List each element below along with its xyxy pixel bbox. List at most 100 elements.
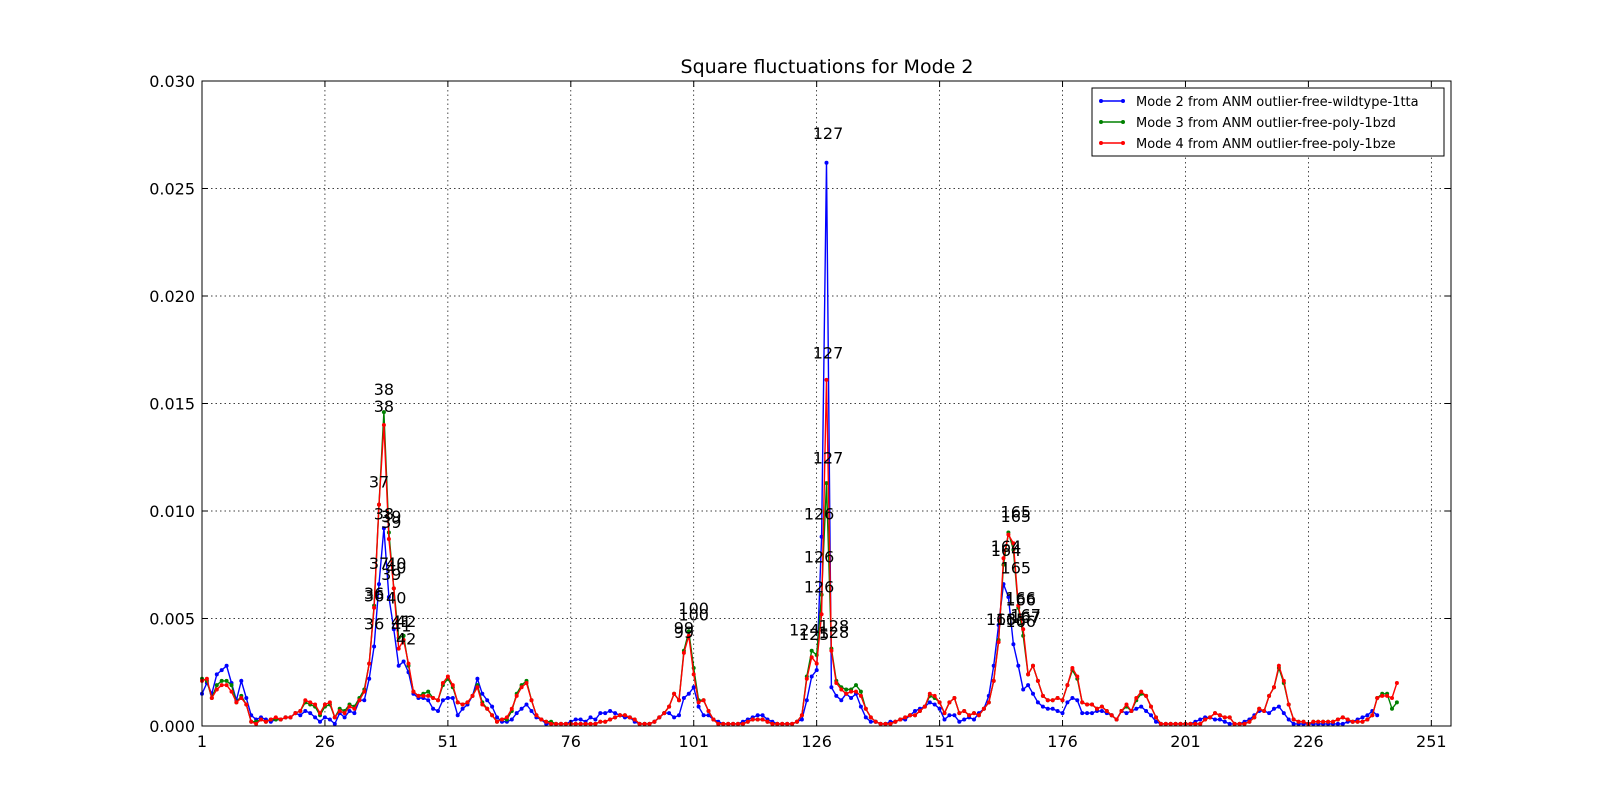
data-point [1060,711,1065,716]
data-point [972,717,976,722]
data-point [731,721,736,726]
data-point [372,644,377,649]
data-point [1026,683,1031,688]
data-point [445,674,450,679]
y-tick-label: 0.010 [149,502,195,521]
data-point [426,693,431,698]
data-point [313,715,318,720]
data-point [268,717,273,722]
data-point [593,721,598,726]
data-point [588,721,593,726]
data-point [1242,721,1247,726]
series-layer [200,160,1399,726]
data-point [824,377,829,382]
data-point [1262,709,1267,713]
data-point [450,683,455,688]
data-point [273,715,278,720]
data-point [1154,719,1158,724]
data-point [952,713,957,718]
data-point [706,713,711,718]
data-point [583,721,588,726]
series-3 [200,377,1399,726]
peak-label: 128 [819,616,850,635]
data-point [406,661,411,666]
data-point [254,721,259,726]
data-point [888,721,893,726]
data-point [436,698,440,703]
data-point [1321,719,1326,724]
data-point [1390,706,1394,711]
x-tick-label: 126 [801,732,832,751]
data-point [1257,706,1262,711]
data-point [288,715,293,720]
data-point [834,693,839,698]
data-point [1335,721,1340,726]
data-point [1272,706,1276,711]
data-point [809,655,814,660]
data-point [318,711,322,716]
y-tick-label: 0.025 [149,180,195,199]
data-point [1291,721,1296,726]
data-point [455,700,460,705]
data-point [849,689,854,694]
peak-label: 165 [1001,558,1032,577]
data-point [1035,678,1040,683]
data-point [1139,689,1144,694]
data-point [1281,678,1286,683]
data-point [1016,663,1021,668]
data-point [278,717,283,722]
data-point [1276,704,1281,709]
peak-label: 166 [1005,612,1036,631]
peak-label: 165 [1001,507,1032,526]
data-point [927,691,932,696]
data-point [854,689,858,694]
data-point [1045,698,1050,703]
data-point [1070,666,1075,670]
data-point [298,709,303,713]
data-point [381,526,386,531]
data-point [672,715,677,720]
data-point [858,693,863,698]
data-point [765,719,770,724]
data-point [691,685,696,690]
grid [202,81,1451,726]
data-point [450,696,455,700]
data-point [613,711,618,716]
data-point [1040,704,1045,709]
data-point [362,698,367,703]
peak-label: 37 [369,554,389,573]
data-point [1394,681,1399,685]
data-point [608,717,613,722]
chart-title: Square fluctuations for Mode 2 [681,56,974,78]
data-point [952,696,957,700]
peak-label: 163 [986,610,1017,629]
series-1 [200,160,1380,726]
data-point [854,683,858,688]
data-point [1291,717,1296,722]
data-point [1045,706,1050,711]
data-point [1099,704,1104,709]
data-point [1227,721,1232,726]
data-point [1345,717,1350,722]
peak-label: 36 [364,614,384,633]
data-point [1390,696,1394,700]
data-point [573,717,578,722]
peak-label: 128 [819,623,850,642]
data-point [686,633,691,638]
data-point [480,702,485,707]
data-point [1016,603,1021,608]
data-point [844,691,849,696]
data-point [691,672,696,677]
data-point [662,711,667,716]
data-point [332,715,337,720]
data-point [962,709,967,713]
data-point [313,702,318,707]
peak-label: 41 [391,616,411,635]
data-point [396,646,401,651]
data-point [1193,721,1198,726]
x-tick-label: 226 [1293,732,1324,751]
data-point [1380,693,1385,698]
peak-label: 124 [789,621,820,640]
data-point [755,717,760,722]
data-point [1065,683,1070,688]
